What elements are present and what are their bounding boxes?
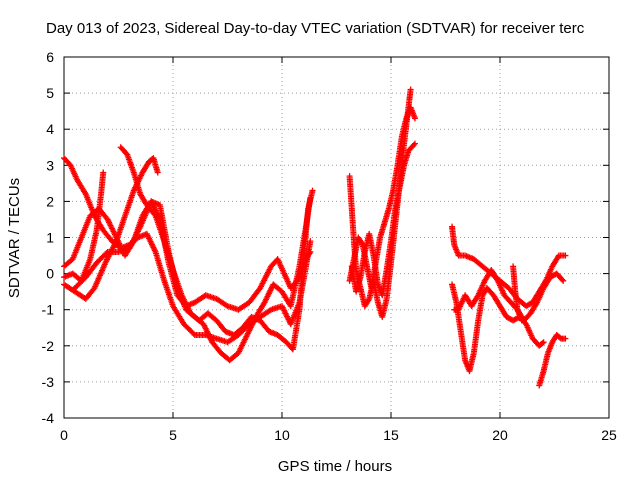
data-point (562, 335, 569, 342)
axis-ticks: 0 5 10 15 20 25 -4 -3 -2 -1 0 1 2 3 4 5 6 (42, 49, 617, 443)
x-tick-label: 0 (60, 427, 68, 443)
y-tick-label: -3 (42, 374, 55, 390)
data-points (61, 86, 569, 389)
series-track-13 (510, 263, 525, 324)
series-track-2 (61, 169, 107, 284)
data-point (407, 86, 414, 93)
x-tick-label: 25 (601, 427, 617, 443)
series-track-4 (61, 155, 161, 302)
data-point (103, 250, 110, 257)
y-tick-label: 4 (46, 121, 54, 137)
series-track-5 (117, 144, 316, 353)
y-tick-label: -2 (42, 338, 55, 354)
y-tick-label: 0 (46, 266, 54, 282)
y-tick-label: 6 (46, 49, 54, 65)
data-point (539, 340, 546, 347)
chart-title: Day 013 of 2023, Sidereal Day-to-day VTE… (46, 20, 585, 37)
data-point (307, 238, 314, 245)
grid (64, 57, 609, 418)
data-point (411, 140, 418, 147)
y-tick-label: 1 (46, 230, 54, 246)
y-tick-label: -4 (42, 410, 55, 426)
data-point (154, 169, 161, 176)
y-tick-label: -1 (42, 302, 55, 318)
y-tick-label: 5 (46, 85, 54, 101)
series-track-7 (346, 86, 414, 320)
data-point (307, 194, 314, 201)
series-track-9 (348, 140, 418, 299)
series-track-1 (61, 155, 314, 346)
data-point (560, 277, 567, 284)
data-point (307, 248, 314, 255)
data-point (540, 339, 547, 346)
data-point (562, 252, 569, 259)
data-point (559, 276, 566, 283)
x-tick-label: 10 (274, 427, 290, 443)
series-track-12 (451, 266, 567, 324)
x-tick-label: 15 (383, 427, 399, 443)
y-axis-label: SDTVAR / TECUs (6, 178, 23, 298)
x-tick-label: 5 (169, 427, 177, 443)
x-axis-label: GPS time / hours (278, 458, 392, 475)
data-point (410, 141, 417, 148)
series-track-14 (536, 331, 569, 389)
data-point (411, 115, 418, 122)
series-track-6 (71, 194, 314, 364)
data-point (100, 169, 107, 176)
y-tick-label: 3 (46, 157, 54, 173)
x-tick-label: 20 (492, 427, 508, 443)
data-point (518, 317, 525, 324)
y-tick-label: 2 (46, 193, 54, 209)
data-point (309, 187, 316, 194)
data-point (190, 330, 197, 337)
